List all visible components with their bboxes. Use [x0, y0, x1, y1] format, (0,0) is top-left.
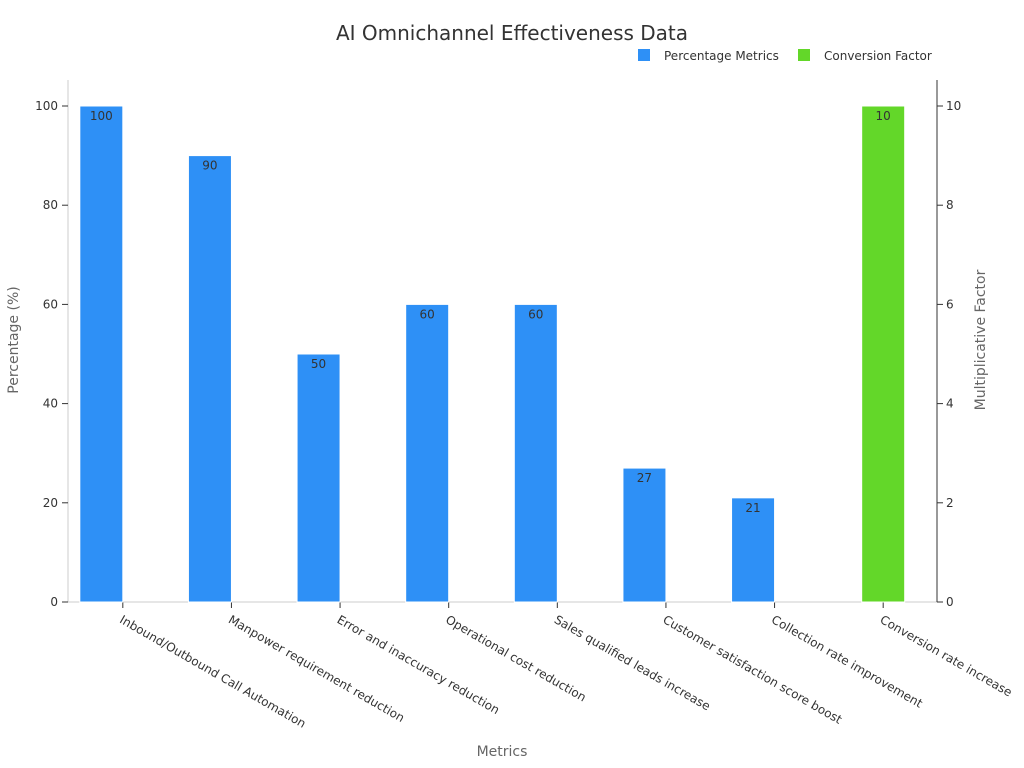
bar-value-label: 10: [876, 109, 891, 123]
bar: [513, 303, 558, 603]
legend: Percentage Metrics Conversion Factor: [638, 49, 932, 63]
legend-swatch: [638, 49, 650, 61]
bar-value-label: 50: [311, 357, 326, 371]
y2-axis-title: Multiplicative Factor: [973, 269, 989, 410]
bar: [405, 303, 450, 603]
bar-value-label: 60: [420, 307, 435, 321]
bar-value-label: 60: [528, 307, 543, 321]
x-axis-title: Metrics: [477, 744, 528, 760]
bar: [187, 155, 232, 603]
y-tick-label: 80: [43, 198, 58, 212]
x-tick-label: Customer satisfaction score boost: [660, 612, 844, 726]
legend-label: Conversion Factor: [824, 49, 932, 63]
y-tick-label: 0: [50, 595, 58, 609]
bar-value-label: 90: [202, 159, 217, 173]
bar-value-label: 27: [637, 471, 652, 485]
x-tick-label: Inbound/Outbound Call Automation: [117, 612, 308, 730]
y2-tick-label: 0: [946, 595, 954, 609]
x-tick-labels: Inbound/Outbound Call AutomationManpower…: [117, 612, 1014, 730]
data-labels: 100 90 50 60 60 27 21 10: [90, 109, 891, 515]
bar-value-label: 100: [90, 109, 113, 123]
y-tick-label: 60: [43, 297, 58, 311]
axes: 0 20 40 60 80 100 0 2 4 6 8 10: [35, 80, 961, 609]
legend-swatch: [798, 49, 810, 61]
legend-label: Percentage Metrics: [664, 49, 779, 63]
bars: [79, 105, 906, 603]
x-tick-label: Manpower requirement reduction: [226, 612, 407, 725]
chart-title: AI Omnichannel Effectiveness Data: [336, 21, 688, 45]
y2-tick-label: 8: [946, 198, 954, 212]
y-tick-label: 20: [43, 496, 58, 510]
y2-tick-label: 10: [946, 99, 961, 113]
y-tick-label: 40: [43, 397, 58, 411]
y2-tick-label: 2: [946, 496, 954, 510]
bar: [861, 105, 906, 603]
bar: [622, 467, 667, 603]
bar-value-label: 21: [745, 501, 760, 515]
y2-tick-label: 6: [946, 297, 954, 311]
y2-tick-label: 4: [946, 397, 954, 411]
y-axis-title: Percentage (%): [6, 286, 22, 393]
y-tick-label: 100: [35, 99, 58, 113]
bar: [731, 497, 776, 603]
bar: [79, 105, 124, 603]
bar: [296, 353, 341, 603]
